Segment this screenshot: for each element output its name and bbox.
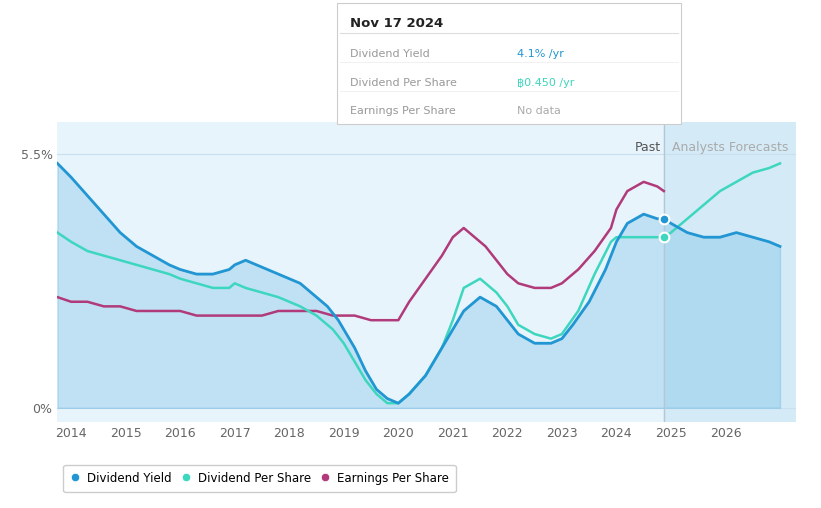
Bar <box>664 122 796 422</box>
Text: Earnings Per Share: Earnings Per Share <box>350 106 456 116</box>
Text: ฿0.450 /yr: ฿0.450 /yr <box>517 78 575 87</box>
Text: Nov 17 2024: Nov 17 2024 <box>350 17 443 30</box>
Text: No data: No data <box>517 106 561 116</box>
Text: 4.1% /yr: 4.1% /yr <box>517 49 564 59</box>
Text: Past: Past <box>635 141 661 153</box>
Text: Dividend Per Share: Dividend Per Share <box>350 78 456 87</box>
Text: Analysts Forecasts: Analysts Forecasts <box>672 141 788 153</box>
Text: Dividend Yield: Dividend Yield <box>350 49 429 59</box>
Legend: Dividend Yield, Dividend Per Share, Earnings Per Share: Dividend Yield, Dividend Per Share, Earn… <box>63 465 456 492</box>
